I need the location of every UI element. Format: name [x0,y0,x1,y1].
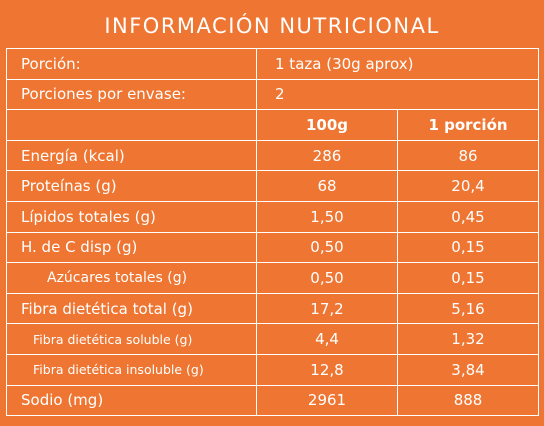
table-row: Fibra dietética total (g) 17,2 5,16 [6,292,540,325]
value-100g: 0,50 [256,262,398,294]
value-100g: 17,2 [256,292,398,325]
table-row: H. de C disp (g) 0,50 0,15 [6,231,540,264]
table-row: Azúcares totales (g) 0,50 0,15 [6,262,540,294]
table-row: Sodio (mg) 2961 888 [6,384,540,417]
nutrient-label: Sodio (mg) [6,384,257,417]
nutrition-table: Porción: 1 taza (30g aprox) Porciones po… [6,48,540,417]
value-per-serving: 0,45 [396,200,540,233]
servings-per-container-row: Porciones por envase: 2 [6,78,540,111]
value-per-serving: 0,15 [396,231,540,264]
value-per-serving: 888 [396,384,540,417]
nutrient-label: Azúcares totales (g) [6,262,257,294]
nutrient-label: Fibra dietética total (g) [6,292,257,325]
value-100g: 1,50 [256,200,398,233]
value-100g: 12,8 [256,353,398,386]
table-row: Energía (kcal) 286 86 [6,139,540,172]
value-per-serving: 20,4 [396,170,540,202]
column-header-per-serving: 1 porción [396,109,540,141]
value-100g: 286 [256,139,398,172]
value-100g: 2961 [256,384,398,417]
serving-row: Porción: 1 taza (30g aprox) [6,48,540,80]
panel-title: INFORMACIÓN NUTRICIONAL [104,14,440,38]
table-row: Fibra dietética insoluble (g) 12,8 3,84 [6,353,540,386]
nutrient-label: H. de C disp (g) [6,231,257,264]
table-row: Fibra dietética soluble (g) 4,4 1,32 [6,323,540,355]
value-per-serving: 0,15 [396,262,540,294]
nutrient-label: Fibra dietética soluble (g) [6,323,257,355]
serving-label: Porción: [6,48,257,80]
value-per-serving: 5,16 [396,292,540,325]
nutrient-label: Lípidos totales (g) [6,200,257,233]
servings-per-container-value: 2 [255,78,540,111]
value-100g: 0,50 [256,231,398,264]
table-row: Lípidos totales (g) 1,50 0,45 [6,200,540,233]
value-100g: 4,4 [256,323,398,355]
value-per-serving: 1,32 [396,323,540,355]
serving-value: 1 taza (30g aprox) [255,48,540,80]
servings-per-container-label: Porciones por envase: [6,78,257,111]
column-header-row: 100g 1 porción [6,109,540,141]
column-header-100g: 100g [256,109,398,141]
value-100g: 68 [256,170,398,202]
nutrient-label: Energía (kcal) [6,139,257,172]
table-row: Proteínas (g) 68 20,4 [6,170,540,202]
value-per-serving: 86 [396,139,540,172]
nutrient-label: Proteínas (g) [6,170,257,202]
nutrient-label: Fibra dietética insoluble (g) [6,353,257,386]
value-per-serving: 3,84 [396,353,540,386]
column-header-empty [6,109,257,141]
